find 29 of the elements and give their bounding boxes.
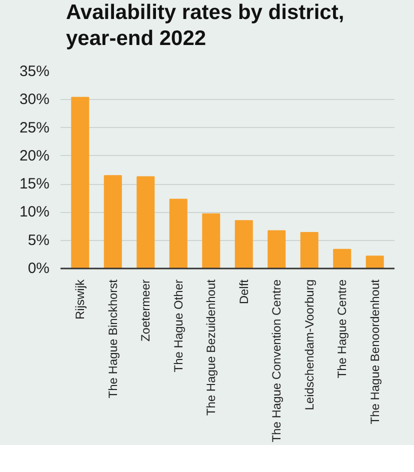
x-tick-label: The Hague Other	[171, 278, 186, 372]
bar	[104, 174, 122, 268]
y-tick-label: 0%	[28, 260, 50, 276]
x-tick-label: Leidschendam-Voorburg	[302, 278, 316, 410]
bar	[234, 220, 253, 268]
x-tick-label: The Hague Bezuidenhout	[204, 278, 218, 416]
bar	[169, 198, 188, 268]
y-tick-label: 35%	[19, 62, 50, 80]
bar	[202, 212, 220, 268]
y-tick-label: 10%	[19, 203, 50, 220]
x-tick-label: The Hague Centre	[335, 278, 350, 378]
y-tick-label: 20%	[19, 146, 50, 164]
bar	[136, 176, 155, 268]
x-tick-label: Rijswijk	[73, 278, 88, 319]
bar	[300, 231, 318, 268]
bar	[333, 248, 352, 268]
chart-title: Availability rates by district, year-end 2022	[66, 0, 346, 52]
bar	[268, 230, 286, 268]
x-tick-label: The Hague Binckhorst	[106, 278, 120, 398]
x-tick-label: The Hague Benoordenhout	[368, 278, 382, 424]
y-tick-label: 25%	[19, 118, 50, 136]
y-tick-label: 15%	[19, 175, 50, 192]
y-tick-label: 5%	[28, 231, 50, 248]
bar	[71, 96, 90, 268]
x-tick-label: The Hague Convention Centre	[270, 278, 284, 442]
x-tick-label: Delft	[236, 278, 251, 304]
x-tick-label: Zoetermeer	[138, 278, 153, 342]
y-tick-label: 30%	[19, 90, 50, 108]
bar	[366, 255, 384, 268]
